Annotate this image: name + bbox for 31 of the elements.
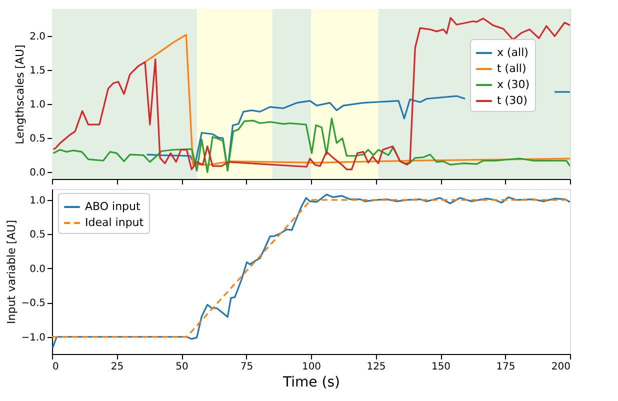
legend-label: x (30) [497,78,530,91]
x-tick-label: 175 [496,362,516,372]
y-axis-title: Input variable [AU] [5,220,18,324]
x-tick-label: 150 [431,362,451,372]
y-tick-label: 0.5 [30,230,46,241]
x-tick-label: 75 [240,362,254,372]
line-series [52,118,570,173]
x-tick-label: 200 [551,362,570,372]
line-series [144,34,570,166]
y-tick-label: 0.0 [30,168,46,179]
x-tick-label: 100 [302,362,322,372]
y-tick-label: 2.0 [30,32,46,43]
y-tick-label: 0.0 [30,264,46,275]
legend-label: x (all) [497,46,528,59]
y-tick-label: −0.5 [21,298,46,310]
legend-label: Ideal input [85,216,144,229]
legend-label: ABO input [85,200,142,213]
x-tick-label: 125 [366,362,386,372]
y-tick-label: 0.5 [30,134,46,145]
y-tick-label: 1.0 [30,195,46,206]
x-tick-label: 50 [176,362,188,372]
line-series [52,17,570,170]
y-tick-label: −1.0 [21,332,46,344]
y-tick-label: 1.5 [30,66,46,77]
y-axis-title: Lengthscales [AU] [14,44,27,144]
y-tick-label: 1.0 [30,100,46,111]
legend-label: t (all) [497,62,526,75]
x-tick-label: 25 [110,362,124,372]
x-tick-label: 0 [52,362,59,372]
x-axis-title: Time (s) [282,374,340,390]
legend-label: t (30) [497,94,528,107]
